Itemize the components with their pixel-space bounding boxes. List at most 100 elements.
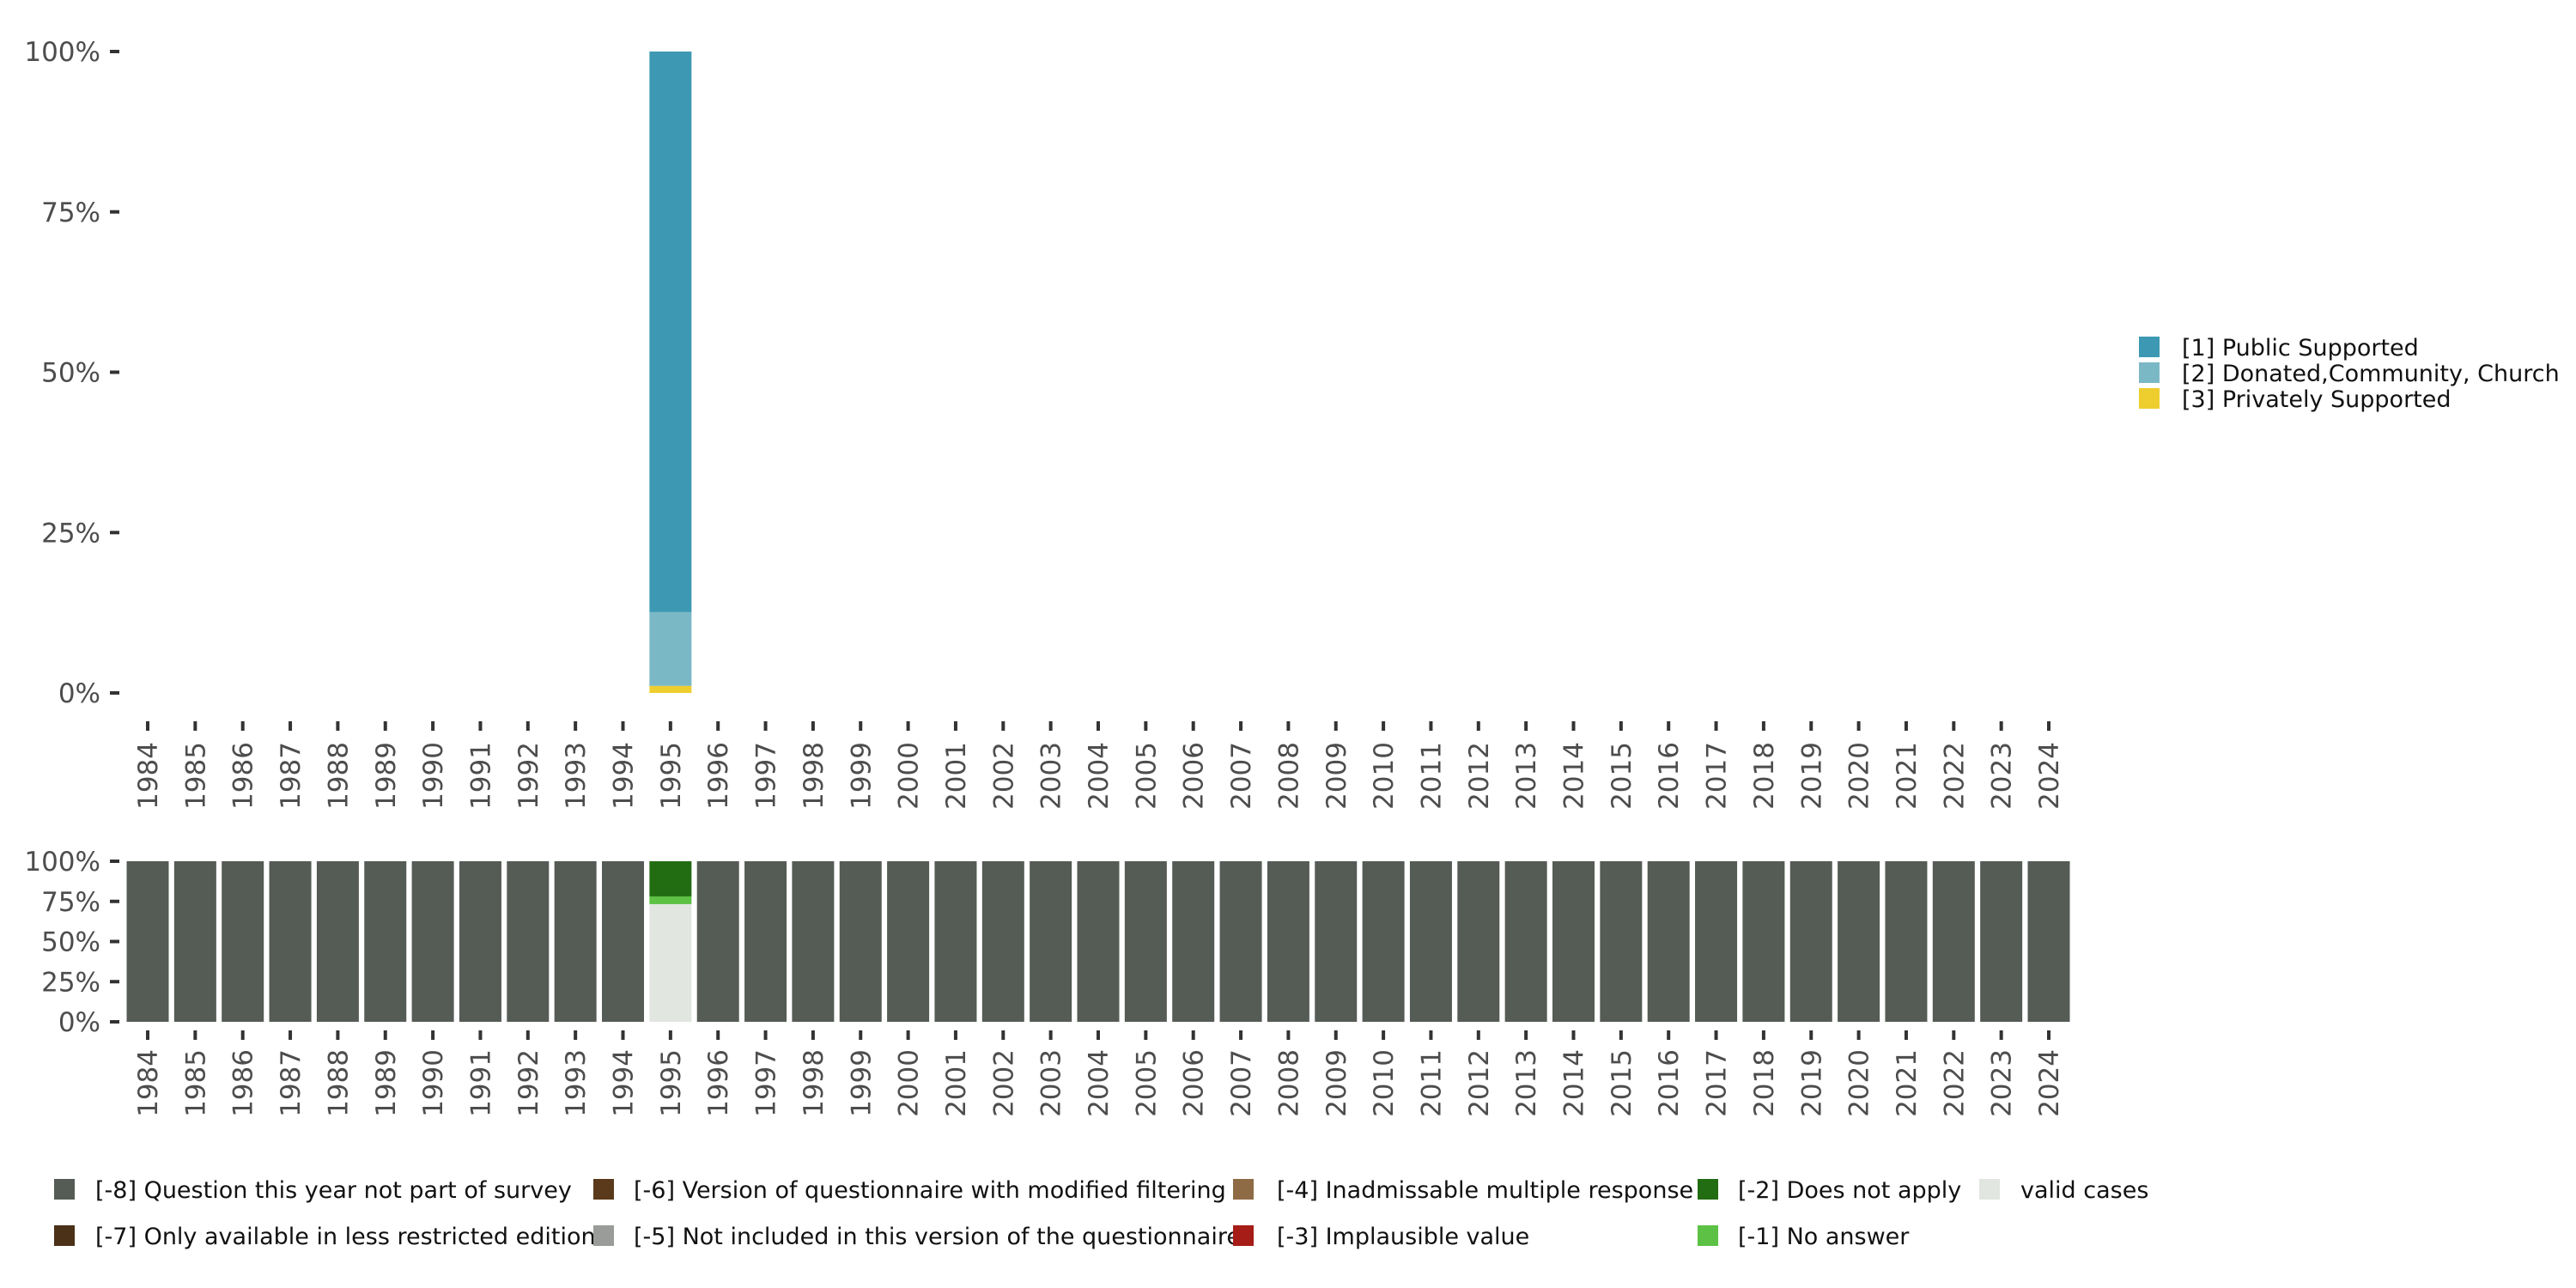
- bar-segment-2018: [1742, 861, 1785, 1022]
- x-tick-label: 2001: [941, 1049, 972, 1117]
- x-tick-mark: [1286, 1030, 1291, 1040]
- x-tick-label: 2009: [1321, 742, 1352, 810]
- x-tick-label: 1988: [323, 742, 354, 810]
- x-tick-label: 1991: [465, 1049, 496, 1117]
- y-tick-label: 50%: [41, 927, 100, 958]
- y-tick-mark: [110, 860, 119, 863]
- x-tick-label: 2003: [1036, 1049, 1067, 1117]
- bar-segment-1987: [269, 861, 312, 1022]
- x-tick-mark: [383, 1030, 387, 1040]
- x-tick-label: 2004: [1084, 1049, 1115, 1117]
- legend-swatch: [1979, 1179, 2000, 1200]
- x-tick-label: 1986: [228, 1049, 259, 1117]
- x-tick-label: 1993: [561, 1049, 592, 1117]
- x-tick-label: 1990: [418, 742, 449, 810]
- x-tick-label: 1997: [751, 1049, 782, 1117]
- x-tick-mark: [1476, 721, 1480, 731]
- y-tick-label: 50%: [41, 358, 100, 389]
- x-tick-mark: [668, 1030, 672, 1040]
- bar-segment-2009: [1315, 861, 1358, 1022]
- x-tick-mark: [526, 721, 530, 731]
- x-tick-label: 1986: [228, 742, 259, 810]
- legend-label: [2] Donated,Community, Church: [2182, 361, 2560, 387]
- bar-segment-1995: [649, 861, 692, 896]
- x-tick-label: 2016: [1654, 1049, 1685, 1117]
- bar-segment-1995: [649, 52, 692, 612]
- x-tick-mark: [193, 721, 197, 731]
- x-tick-mark: [1334, 1030, 1338, 1040]
- x-tick-label: 1999: [846, 742, 877, 810]
- legend-label: [-5] Not included in this version of the…: [634, 1224, 1241, 1250]
- x-tick-mark: [1097, 721, 1100, 731]
- x-tick-label: 1992: [513, 1049, 544, 1117]
- x-tick-label: 1985: [180, 1049, 211, 1117]
- legend-swatch: [2139, 388, 2160, 409]
- x-tick-mark: [1571, 1030, 1576, 1040]
- x-tick-label: 2012: [1464, 742, 1495, 810]
- x-tick-mark: [906, 721, 910, 731]
- bar-segment-2024: [2027, 861, 2070, 1022]
- x-tick-mark: [1476, 1030, 1480, 1040]
- x-tick-mark: [431, 721, 435, 731]
- x-tick-label: 2006: [1179, 1049, 1210, 1117]
- x-tick-label: 2015: [1607, 1049, 1637, 1117]
- legend-swatch: [2139, 362, 2160, 383]
- bar-segment-2014: [1552, 861, 1595, 1022]
- bar-segment-2002: [981, 861, 1024, 1022]
- y-tick-mark: [110, 50, 119, 53]
- bar-segment-2012: [1457, 861, 1500, 1022]
- x-tick-mark: [240, 1030, 245, 1040]
- bar-segment-1997: [744, 861, 787, 1022]
- x-tick-mark: [1191, 1030, 1195, 1040]
- x-tick-mark: [906, 1030, 910, 1040]
- x-tick-label: 2005: [1131, 1049, 1162, 1117]
- x-tick-label: 2004: [1084, 742, 1115, 810]
- x-tick-label: 2002: [988, 742, 1019, 810]
- x-tick-mark: [1191, 721, 1195, 731]
- x-tick-mark: [859, 721, 863, 731]
- x-tick-label: 2007: [1226, 1049, 1257, 1117]
- x-tick-label: 2021: [1892, 1049, 1923, 1117]
- x-tick-mark: [621, 721, 625, 731]
- x-tick-mark: [668, 721, 672, 731]
- legend-swatch: [2139, 337, 2160, 357]
- x-tick-label: 2001: [941, 742, 972, 810]
- x-tick-label: 1985: [180, 742, 211, 810]
- legend-label: valid cases: [2020, 1177, 2148, 1204]
- x-tick-mark: [1667, 1030, 1671, 1040]
- x-tick-mark: [1144, 1030, 1148, 1040]
- x-tick-mark: [1429, 721, 1433, 731]
- y-tick-mark: [110, 939, 119, 944]
- x-tick-mark: [1761, 721, 1765, 731]
- y-tick-label: 75%: [41, 887, 100, 918]
- legend-swatch: [54, 1179, 75, 1200]
- x-tick-mark: [1904, 721, 1908, 731]
- legend-label: [-3] Implausible value: [1277, 1224, 1529, 1250]
- x-tick-label: 2007: [1226, 742, 1257, 810]
- x-tick-mark: [1904, 1030, 1908, 1040]
- x-tick-mark: [1001, 721, 1005, 731]
- y-tick-mark: [110, 531, 119, 535]
- x-tick-mark: [1809, 721, 1814, 731]
- x-tick-label: 2023: [1987, 1049, 2018, 1117]
- x-tick-label: 1984: [133, 742, 164, 810]
- x-tick-label: 2014: [1559, 742, 1590, 810]
- x-tick-label: 2000: [894, 742, 925, 810]
- x-tick-mark: [1524, 1030, 1528, 1040]
- x-tick-label: 2024: [2034, 1049, 2065, 1117]
- legend-label: [-7] Only available in less restricted e…: [95, 1224, 596, 1250]
- x-tick-mark: [1097, 1030, 1100, 1040]
- x-tick-label: 1993: [561, 742, 592, 810]
- x-tick-label: 2010: [1369, 742, 1400, 810]
- x-tick-mark: [1856, 1030, 1861, 1040]
- bar-segment-1984: [126, 861, 169, 1022]
- x-tick-mark: [1239, 1030, 1243, 1040]
- x-tick-label: 1987: [276, 742, 307, 810]
- y-tick-label: 0%: [58, 678, 100, 709]
- bar-segment-1989: [364, 861, 407, 1022]
- x-tick-label: 2010: [1369, 1049, 1400, 1117]
- x-tick-mark: [953, 721, 957, 731]
- y-tick-label: 100%: [24, 847, 100, 878]
- x-tick-mark: [1809, 1030, 1814, 1040]
